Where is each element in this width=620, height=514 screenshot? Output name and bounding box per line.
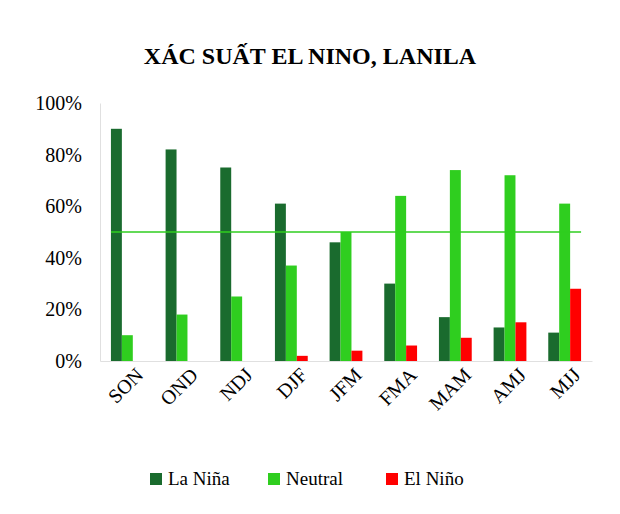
y-tick: 80% [45, 144, 100, 166]
legend: La Niña Neutral El Niño [150, 468, 464, 489]
bar [559, 204, 570, 361]
bar [111, 129, 122, 361]
bar [505, 175, 516, 361]
legend-label: El Niño [404, 468, 464, 489]
y-tick-label: 100% [35, 92, 82, 114]
legend-label: Neutral [286, 468, 343, 489]
series [297, 289, 581, 361]
bar [494, 327, 505, 361]
x-tick: DJF [272, 361, 311, 403]
x-tick-label: DJF [272, 363, 311, 402]
bar [220, 168, 231, 362]
series [111, 129, 559, 361]
x-tick-label: FMA [374, 363, 421, 410]
bar [187, 361, 198, 362]
x-tick: AMJ [486, 361, 530, 407]
x-tick-label: JFM [325, 363, 367, 405]
x-tick-label: SON [104, 363, 148, 407]
bar [384, 284, 395, 361]
x-tick: MJJ [546, 361, 585, 403]
bar [297, 356, 308, 361]
bar [242, 361, 253, 362]
bar [286, 266, 297, 361]
y-tick: 0% [55, 350, 100, 372]
y-tick: 60% [45, 195, 100, 217]
y-tick-label: 20% [45, 298, 82, 320]
x-tick: FMA [374, 361, 421, 410]
y-tick-label: 80% [45, 144, 82, 166]
chart: XÁC SUẤT EL NINO, LANILA 0% 20% 40% 60% 80% 10… [0, 0, 620, 514]
y-tick-label: 40% [45, 247, 82, 269]
bar [461, 338, 472, 361]
legend-item: El Niño [386, 468, 464, 489]
plot-area [111, 129, 581, 361]
y-axis-line [100, 104, 101, 362]
x-axis: SONOND NDJ DJF JFMFMAMAMAMJ MJJ [101, 361, 593, 414]
x-tick-label: MAM [424, 363, 475, 414]
x-tick-label: NDJ [215, 363, 257, 405]
bar [570, 289, 581, 361]
y-tick: 40% [45, 247, 100, 269]
legend-swatch [386, 473, 398, 485]
x-tick: NDJ [215, 361, 257, 405]
bar [122, 335, 133, 361]
y-tick-label: 0% [55, 350, 82, 372]
legend-label: La Niña [168, 468, 230, 489]
y-tick: 100% [35, 92, 100, 114]
legend-item: Neutral [268, 468, 343, 489]
x-tick-label: MJJ [546, 363, 585, 402]
x-tick: MAM [424, 361, 475, 414]
y-axis: 0% 20% 40% 60% 80% 100% [35, 92, 100, 372]
bar [548, 333, 559, 361]
bar [515, 322, 526, 361]
bar [406, 346, 417, 361]
bar [450, 170, 461, 361]
bar [166, 149, 177, 361]
title: XÁC SUẤT EL NINO, LANILA [144, 43, 477, 69]
reference-line [111, 231, 581, 233]
x-tick-label: AMJ [486, 363, 530, 407]
series [122, 170, 570, 361]
legend-swatch [268, 473, 280, 485]
x-tick: OND [156, 361, 202, 410]
x-tick: JFM [325, 361, 367, 405]
bar [275, 204, 286, 361]
bar [351, 351, 362, 361]
legend-item: La Niña [150, 468, 230, 489]
legend-swatch [150, 473, 162, 485]
x-tick: SON [104, 361, 148, 407]
bar [439, 317, 450, 361]
bar [177, 315, 188, 361]
bar [395, 196, 406, 361]
y-tick: 20% [45, 298, 100, 320]
bar [330, 242, 341, 361]
bar [231, 297, 242, 362]
y-tick-label: 60% [45, 195, 82, 217]
x-tick-label: OND [156, 363, 202, 409]
bar [341, 232, 352, 361]
x-axis-line [101, 361, 593, 362]
bar [133, 361, 144, 362]
